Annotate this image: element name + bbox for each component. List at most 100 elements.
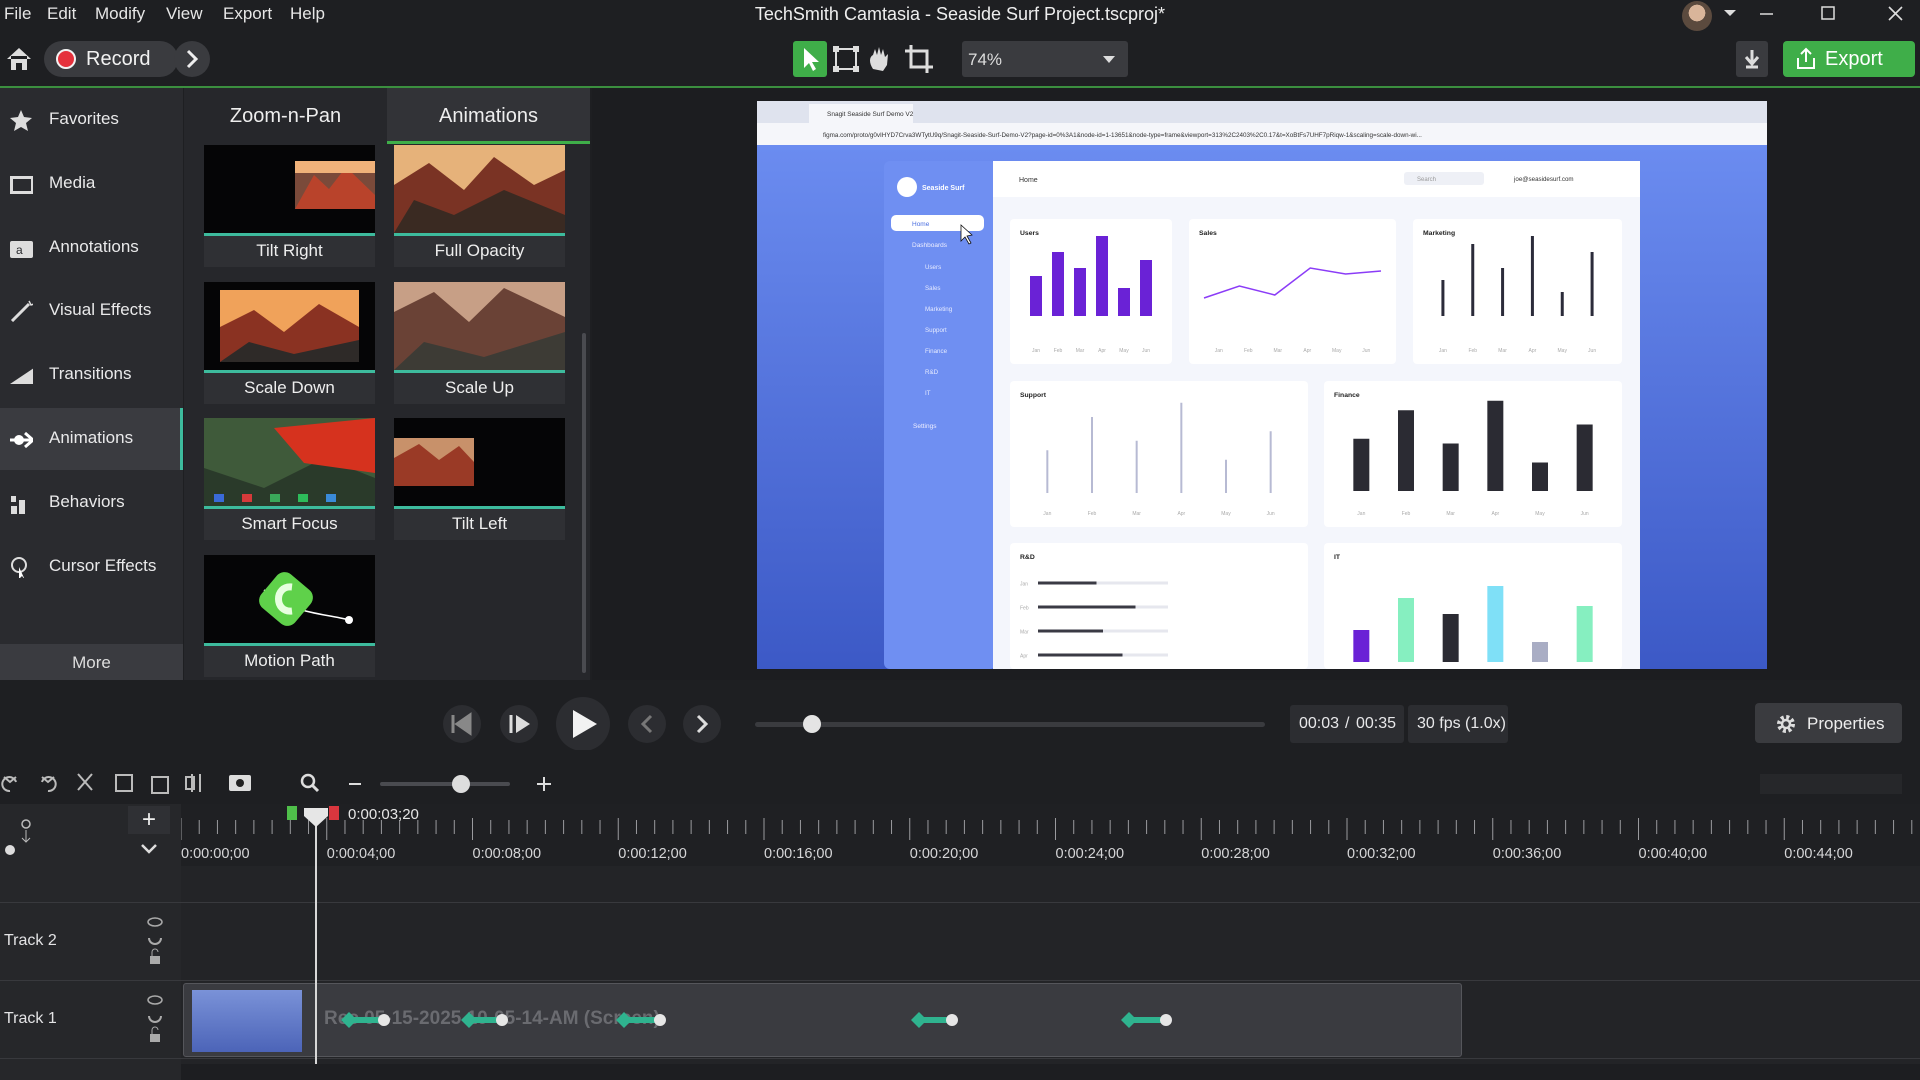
tab-zoom-n-pan[interactable]: Zoom-n-Pan: [184, 88, 387, 143]
library-item[interactable]: Scale Up: [394, 281, 565, 404]
out-marker[interactable]: [329, 806, 339, 820]
sidebar-icon: [10, 110, 32, 131]
track-icons[interactable]: [146, 916, 164, 970]
library-item[interactable]: Scale Down: [204, 281, 375, 404]
thumbnail: [204, 145, 375, 236]
sidebar-item[interactable]: Animations: [0, 408, 183, 470]
horizontal-scrollbar[interactable]: [181, 1064, 1920, 1080]
crop-tool[interactable]: [905, 45, 933, 73]
bar: [1530, 236, 1534, 316]
month-label: Feb: [1402, 511, 1411, 517]
maximize[interactable]: [1821, 6, 1835, 20]
library-item[interactable]: Full Opacity: [394, 145, 565, 267]
track-controls: [146, 994, 164, 1048]
transform-tool[interactable]: [833, 46, 859, 72]
library-item[interactable]: Tilt Left: [394, 418, 565, 540]
media-clip[interactable]: Rec 05-15-2025 10-05-14-AM (Screen): [183, 983, 1462, 1057]
step-button[interactable]: [500, 705, 538, 743]
menu-export[interactable]: Export: [223, 4, 273, 23]
copy[interactable]: [115, 774, 133, 792]
scrollbar[interactable]: [582, 333, 586, 673]
avatar[interactable]: [1682, 1, 1712, 31]
library-item[interactable]: Tilt Right: [204, 145, 375, 267]
library-item[interactable]: Motion Path: [204, 554, 375, 677]
track-label: Track 1: [4, 1010, 57, 1027]
zoom-dropdown[interactable]: 74%: [962, 41, 1128, 77]
zoom-slider[interactable]: [380, 782, 510, 786]
download-button[interactable]: [1736, 41, 1768, 77]
tab-animations[interactable]: Animations: [387, 88, 590, 144]
app-header: [993, 161, 1640, 197]
month-label: Jun: [1267, 511, 1275, 517]
sidebar-item[interactable]: Media: [0, 153, 183, 215]
redo[interactable]: [41, 776, 57, 793]
ruler: [181, 804, 1920, 866]
month-label: Jan: [1215, 348, 1223, 354]
bar: [1590, 252, 1594, 316]
play-button[interactable]: [556, 697, 610, 750]
export-button[interactable]: Export: [1783, 41, 1915, 77]
hbar: [1038, 581, 1097, 585]
scrubber-track[interactable]: [755, 722, 1265, 727]
card-title: R&D: [1020, 554, 1035, 561]
month-label: Mar: [1446, 511, 1455, 517]
sidebar-icon: [10, 301, 33, 323]
split[interactable]: [185, 774, 201, 792]
track-zoom[interactable]: [4, 816, 34, 856]
in-marker[interactable]: [287, 806, 297, 820]
menu-view[interactable]: View: [166, 4, 203, 23]
time-separator: /: [1345, 715, 1350, 732]
avatar-dropdown[interactable]: [1724, 10, 1736, 16]
menu-edit[interactable]: Edit: [47, 4, 77, 23]
month-label: May: [1332, 348, 1342, 354]
ruler-label: 0:00:44;00: [1784, 846, 1853, 862]
window-controls: [1724, 6, 1903, 21]
track-icons[interactable]: [146, 994, 164, 1048]
menu-file[interactable]: File: [4, 4, 32, 23]
undo[interactable]: [1, 776, 17, 793]
sidebar-item[interactable]: a Annotations: [0, 217, 183, 279]
home-button[interactable]: [4, 46, 34, 72]
bar: [1353, 630, 1370, 662]
keyframe-end: [946, 1014, 958, 1026]
sidebar-icon: [10, 368, 33, 385]
bar: [1135, 440, 1138, 493]
library-item[interactable]: Smart Focus: [204, 418, 375, 540]
add-track[interactable]: +: [128, 806, 170, 834]
paste[interactable]: [151, 776, 169, 794]
brand-logo: [897, 177, 917, 197]
menu-help[interactable]: Help: [290, 4, 325, 23]
zoom-in[interactable]: [537, 777, 551, 791]
hbar-track: [1038, 581, 1168, 585]
close[interactable]: [1888, 6, 1903, 21]
sidebar-item[interactable]: Cursor Effects: [0, 536, 183, 598]
record-options[interactable]: [174, 41, 210, 77]
timeline: + 0:00:00;00 0:00:04;00 0:00:08;00 0:00:12;…: [0, 804, 1920, 1080]
cut[interactable]: [77, 773, 93, 791]
bar: [1096, 236, 1108, 316]
sidebar-label: Behaviors: [49, 491, 125, 511]
sidebar-item[interactable]: Transitions: [0, 344, 183, 406]
zoom-knob[interactable]: [452, 775, 470, 793]
sidebar-item[interactable]: Favorites: [0, 89, 183, 151]
playhead-handle[interactable]: [302, 806, 330, 828]
timeline-overview: [1760, 774, 1902, 794]
previous-button[interactable]: [443, 705, 481, 743]
next-marker[interactable]: [683, 705, 721, 743]
collapse-tracks[interactable]: [128, 836, 170, 862]
menu-modify[interactable]: Modify: [95, 4, 146, 23]
pan-tool[interactable]: [870, 47, 888, 71]
card-title: IT: [1334, 554, 1341, 561]
more-button[interactable]: More: [0, 644, 183, 680]
ruler-label: 0:00:04;00: [326, 846, 396, 862]
month-label: May: [1119, 348, 1129, 354]
prev-marker[interactable]: [628, 705, 666, 743]
properties-button[interactable]: Properties: [1755, 703, 1902, 743]
library-panel: Zoom-n-Pan Animations Tilt Right Full Opa…: [184, 88, 590, 680]
scrubber-knob[interactable]: [803, 715, 821, 733]
record-button[interactable]: Record: [44, 41, 178, 77]
sidebar-item[interactable]: Behaviors: [0, 472, 183, 534]
playback-controls: [443, 697, 721, 750]
sidebar-item[interactable]: Visual Effects: [0, 280, 183, 342]
zoom-fit[interactable]: [300, 773, 316, 789]
